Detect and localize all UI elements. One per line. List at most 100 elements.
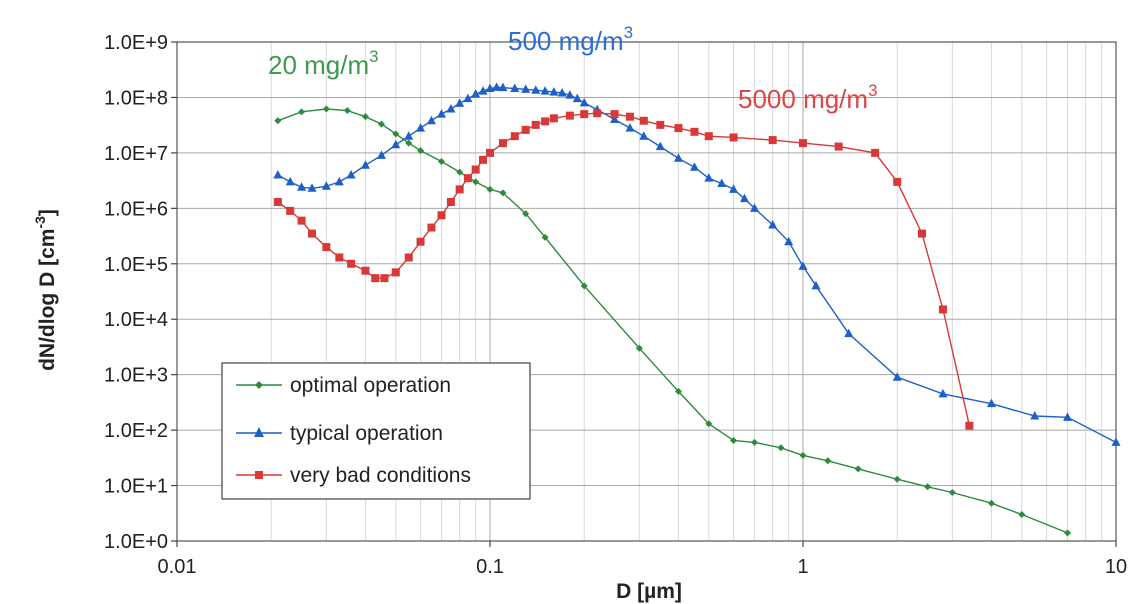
data-point (565, 90, 575, 99)
y-tick-label: 1.0E+9 (104, 32, 168, 54)
y-axis-title: dN/dlog D [cm-3] (32, 209, 59, 371)
annotation-optimal-sup: 3 (369, 47, 378, 66)
data-point (273, 169, 283, 179)
data-point (965, 421, 974, 430)
data-point (777, 444, 785, 452)
annotation-typical-text: 500 mg/m (508, 26, 624, 56)
x-tick-label: 10 (1105, 556, 1127, 578)
data-point (689, 162, 699, 171)
annotation-typical: 500 mg/m3 (508, 23, 633, 56)
data-point (579, 97, 589, 107)
data-point (437, 109, 447, 118)
data-point (635, 344, 643, 352)
data-point (285, 176, 295, 186)
data-point (297, 216, 306, 225)
annotation-optimal-text: 20 mg/m (268, 50, 369, 80)
data-point (610, 110, 619, 119)
data-point (938, 305, 947, 314)
data-point (948, 488, 956, 496)
data-point (273, 198, 282, 207)
data-point (510, 83, 520, 92)
x-tick-label: 1 (797, 556, 808, 578)
data-point (417, 147, 425, 155)
data-point (705, 420, 713, 428)
data-point (486, 185, 494, 193)
y-tick-label: 1.0E+7 (104, 143, 168, 165)
data-point (1030, 410, 1040, 420)
data-point (893, 475, 901, 483)
data-point (871, 148, 880, 157)
y-axis-title-end: ] (36, 209, 59, 216)
data-point (391, 268, 400, 277)
data-point (625, 112, 634, 121)
y-axis-title-main: dN/dlog D [cm (36, 229, 59, 371)
y-tick-label: 1.0E+5 (104, 254, 168, 276)
data-point (321, 181, 331, 190)
data-point (521, 84, 531, 93)
data-point (1018, 511, 1026, 519)
legend-marker-typical (254, 427, 264, 437)
data-point (297, 182, 307, 191)
series-1 (273, 82, 1121, 446)
data-point (437, 211, 446, 220)
data-point (572, 93, 582, 103)
data-point (343, 107, 351, 115)
series-line (277, 112, 971, 426)
data-point (565, 111, 574, 120)
data-point (472, 178, 480, 186)
data-point (730, 436, 738, 444)
data-point (799, 451, 807, 459)
data-point (361, 266, 370, 275)
data-point (674, 124, 683, 133)
legend-label-very-bad: very bad conditions (290, 464, 471, 487)
data-point (376, 150, 386, 159)
data-point (656, 120, 665, 129)
data-point (426, 115, 436, 125)
legend-label-optimal: optimal operation (290, 374, 451, 397)
data-point (893, 177, 902, 186)
data-point (479, 155, 488, 164)
data-point (799, 139, 807, 148)
y-tick-labels: 1.0E+0 1.0E+1 1.0E+2 1.0E+3 1.0E+4 1.0E+5 1.0E… (104, 32, 168, 553)
data-point (307, 183, 317, 192)
data-point (380, 274, 389, 283)
data-point (455, 98, 465, 107)
data-point (492, 82, 502, 91)
data-point (286, 206, 295, 215)
data-point (371, 274, 380, 283)
data-point (498, 82, 508, 92)
series-line (277, 108, 1068, 534)
data-point (522, 210, 530, 218)
data-point (334, 176, 344, 186)
legend-label-typical: typical operation (290, 422, 443, 445)
data-point (918, 229, 927, 238)
data-point (1063, 412, 1073, 421)
x-tick-label: 0.1 (476, 556, 504, 578)
annotation-typical-sup: 3 (624, 23, 633, 42)
data-point (416, 123, 426, 132)
annotation-very-bad: 5000 mg/m3 (738, 81, 878, 114)
data-point (1111, 437, 1121, 446)
data-point (639, 116, 648, 125)
y-tick-label: 1.0E+1 (104, 476, 168, 498)
data-point (824, 457, 832, 465)
data-point (322, 243, 331, 252)
data-point (510, 132, 519, 141)
data-point (541, 117, 550, 126)
plot-area-frame (176, 41, 1117, 542)
data-point (540, 86, 550, 95)
data-point (1064, 529, 1072, 537)
data-point (704, 132, 713, 141)
data-point (751, 438, 759, 446)
data-point (768, 220, 778, 229)
data-point (924, 483, 932, 491)
data-point (625, 123, 635, 132)
data-point (549, 114, 558, 123)
data-point (360, 160, 370, 169)
data-point (498, 139, 507, 148)
data-point (486, 148, 494, 157)
y-tick-label: 1.0E+4 (104, 309, 168, 331)
data-point (892, 372, 902, 381)
series-layer (273, 82, 1121, 537)
